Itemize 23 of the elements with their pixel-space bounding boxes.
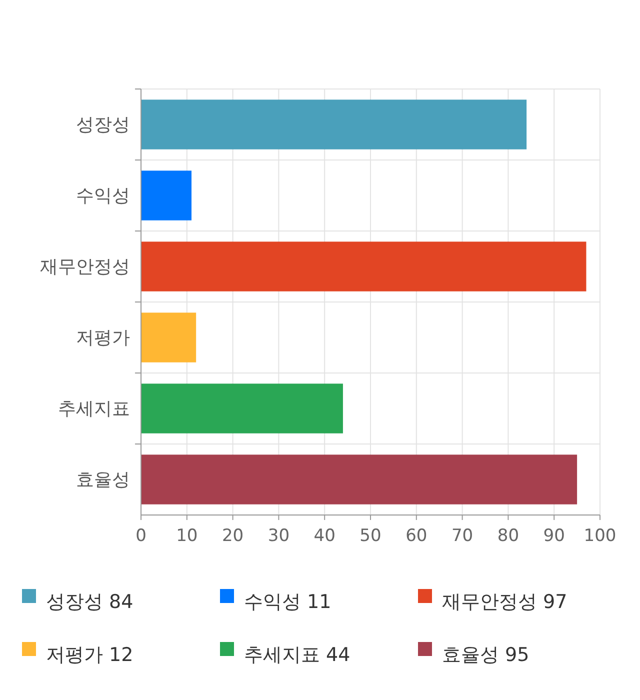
x-tick-label: 40 [314,526,336,546]
x-tick-label: 100 [584,526,616,546]
legend-label: 추세지표 44 [244,644,350,666]
legend-label: 성장성 84 [46,591,134,613]
x-tick-label: 0 [136,526,146,546]
legend-label: 수익성 11 [244,591,332,613]
x-tick-label: 90 [543,526,565,546]
y-tick-label: 추세지표 [58,398,130,420]
x-tick-label: 50 [360,526,382,546]
x-tick-label: 10 [176,526,198,546]
x-tick-label: 30 [268,526,290,546]
legend-label: 효율성 95 [442,644,530,666]
legend-label: 재무안정성 97 [442,591,568,613]
y-tick-label: 성장성 [76,114,130,136]
legend-label: 저평가 12 [46,644,134,666]
y-tick-label: 수익성 [76,186,130,206]
x-tick-label: 70 [451,526,474,546]
y-tick-label: 재무안정성 [40,256,130,278]
x-tick-label: 60 [406,526,428,546]
x-tick-label: 20 [222,526,244,546]
x-tick-label: 80 [497,526,520,546]
y-tick-label: 저평가 [76,328,130,348]
y-tick-label: 효율성 [76,470,130,490]
